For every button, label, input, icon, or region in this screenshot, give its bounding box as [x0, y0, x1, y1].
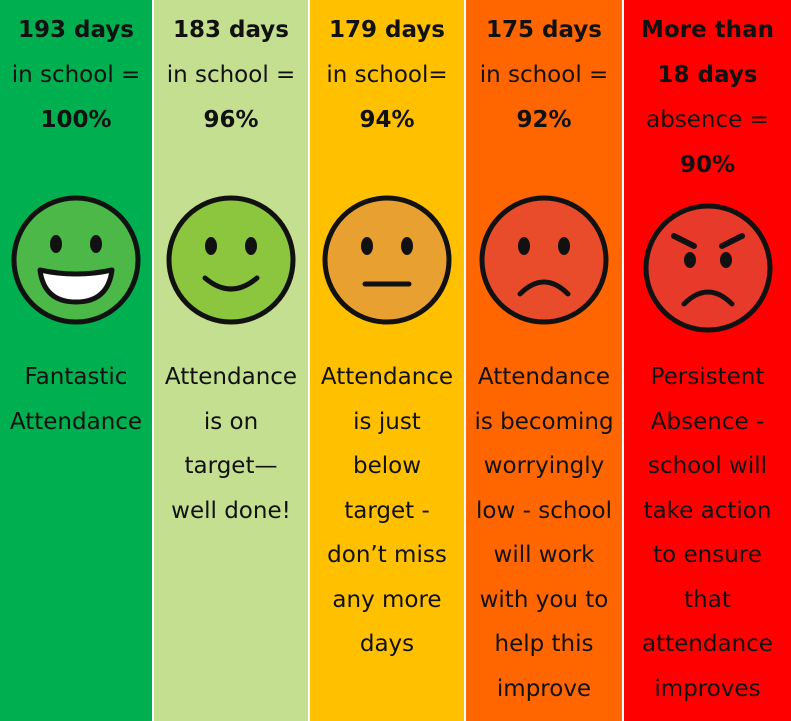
column-94-percent: 179 days in school= 94% Attendance is ju…: [310, 0, 466, 721]
days-count-line2: 18 days: [657, 62, 758, 88]
days-caption: in school =: [11, 62, 141, 88]
column-90-percent: More than 18 days absence = 90% Persiste…: [624, 0, 791, 721]
column-header: More than 18 days absence = 90%: [624, 0, 791, 190]
column-header: 175 days in school = 92%: [466, 0, 622, 175]
angry-face-icon: [643, 203, 772, 332]
attendance-percent: 90%: [679, 152, 736, 178]
column-description: Fantastic Attendance: [9, 364, 143, 435]
column-header: 183 days in school = 96%: [154, 0, 308, 175]
attendance-percent: 100%: [40, 107, 112, 133]
smile-icon: [166, 195, 296, 325]
days-count: 175 days: [486, 17, 602, 43]
days-caption: absence =: [646, 107, 769, 133]
column-100-percent: 193 days in school = 100% Fantastic Atte…: [0, 0, 154, 721]
neutral-face-icon: [322, 195, 452, 325]
sad-face-icon: [479, 195, 609, 325]
column-header: 193 days in school = 100%: [0, 0, 152, 175]
column-92-percent: 175 days in school = 92% Attendance is b…: [466, 0, 624, 721]
column-description: Attendance is becoming worryingly low - …: [474, 364, 614, 702]
column-description: Attendance is on target— well done!: [164, 364, 298, 524]
column-description: Persistent Absence - school will take ac…: [642, 364, 773, 702]
attendance-percent: 92%: [516, 107, 572, 133]
big-smile-icon: [11, 195, 141, 325]
attendance-percent: 96%: [203, 107, 259, 133]
days-caption: in school=: [326, 62, 448, 88]
column-header: 179 days in school= 94%: [310, 0, 464, 175]
days-caption: in school =: [479, 62, 609, 88]
column-96-percent: 183 days in school = 96% Attendance is o…: [154, 0, 310, 721]
attendance-percent: 94%: [359, 107, 415, 133]
days-caption: in school =: [166, 62, 296, 88]
days-count: 179 days: [329, 17, 445, 43]
days-count: 183 days: [173, 17, 289, 43]
days-count: 193 days: [18, 17, 134, 43]
days-count: More than: [641, 17, 774, 43]
column-description: Attendance is just below target - don’t …: [320, 364, 454, 657]
